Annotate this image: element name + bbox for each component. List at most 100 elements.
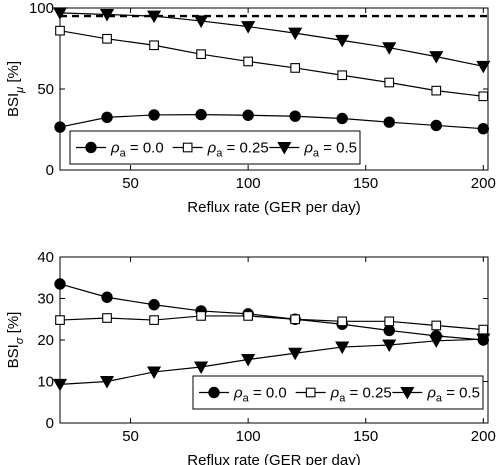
series-circle-filled (54, 278, 489, 346)
y-tick-label: 30 (37, 291, 54, 308)
y-axis-title: BSIσ [%] (5, 312, 26, 369)
data-point (149, 40, 159, 51)
series-line (59, 113, 484, 130)
data-point (384, 316, 395, 327)
legend-marker (305, 387, 316, 398)
legend-label: ρa = 0.0 (233, 385, 287, 405)
data-point (102, 33, 112, 44)
x-tick-label: 50 (122, 175, 139, 192)
y-axis-title: BSIμ [%] (5, 61, 26, 117)
legend-label: ρa = 0.0 (110, 140, 164, 160)
data-point (431, 85, 442, 96)
legend-label: ρa = 0.25 (330, 385, 392, 405)
data-point (99, 376, 115, 389)
x-axis-title: Reflux rate (GER per day) (187, 452, 360, 465)
data-point (431, 320, 442, 331)
data-point (290, 314, 301, 325)
data-point (335, 34, 350, 48)
data-point (429, 51, 444, 64)
data-point (55, 25, 65, 36)
data-point (288, 27, 303, 41)
series-line (59, 12, 484, 67)
chart-panel-1: 50 100 150 200 0 50 100 Reflux rate (GER per da… (5, 0, 496, 216)
series-line (59, 315, 484, 331)
x-axis-title: Reflux rate (GER per day) (187, 199, 360, 216)
data-point (241, 21, 256, 34)
data-point (54, 121, 66, 133)
y-tick-label: 0 (46, 415, 54, 432)
legend-marker (400, 387, 415, 400)
legend-marker (85, 141, 97, 154)
legend: ρa = 0.0 ρa = 0.25 ρa = 0.5 (69, 130, 361, 165)
data-point (55, 315, 65, 325)
series-triangle-down-filled (52, 333, 491, 392)
data-point (194, 361, 209, 374)
data-point (241, 354, 256, 367)
y-tick-label: 20 (37, 332, 54, 349)
series-triangle-down-filled (52, 7, 491, 74)
data-point (290, 63, 301, 73)
x-tick-label: 200 (471, 175, 496, 192)
y-tick-label: 100 (29, 0, 54, 17)
x-tick-label: 100 (236, 428, 261, 445)
series-line (59, 338, 484, 386)
data-point (335, 341, 350, 355)
series-circle-filled (54, 108, 489, 135)
data-point (149, 315, 159, 325)
data-point (52, 7, 68, 20)
data-point (196, 311, 206, 321)
data-point (242, 109, 254, 121)
data-point (54, 278, 66, 290)
chart-panel-2: 50 100 150 200 0 10 20 30 40 Reflux rate (GER per… (5, 249, 496, 465)
data-point (476, 333, 491, 347)
data-point (196, 49, 206, 60)
data-point (429, 335, 444, 348)
legend-marker (182, 142, 193, 153)
data-point (383, 116, 395, 128)
data-point (478, 91, 489, 102)
y-tick-label: 0 (46, 162, 54, 179)
data-point (477, 122, 489, 135)
x-tick-label: 150 (353, 175, 378, 192)
legend-marker (208, 386, 220, 399)
data-point (476, 60, 491, 74)
data-point (148, 299, 160, 311)
data-point (243, 56, 253, 67)
legend-marker (277, 142, 292, 155)
data-point (336, 112, 348, 125)
data-point (382, 339, 397, 352)
x-tick-label: 150 (353, 428, 378, 445)
legend-box (69, 130, 361, 165)
series-square-open (55, 311, 489, 335)
x-tick-label: 50 (122, 428, 139, 445)
y-tick-label: 40 (37, 249, 54, 266)
series-square-open (55, 25, 489, 102)
legend-label: ρa = 0.5 (303, 140, 357, 160)
data-point (102, 313, 112, 323)
data-point (478, 324, 489, 335)
data-point (288, 347, 303, 361)
data-point (430, 119, 442, 132)
data-point (194, 15, 209, 28)
data-point (382, 42, 397, 55)
data-point (337, 316, 348, 327)
series-line (59, 30, 484, 97)
data-point (243, 311, 253, 321)
y-tick-label: 50 (37, 81, 54, 98)
data-point (383, 324, 395, 337)
data-point (195, 108, 207, 121)
x-tick-label: 100 (236, 175, 261, 192)
data-point (148, 109, 160, 121)
data-point (99, 8, 115, 22)
data-point (101, 291, 113, 303)
y-tick-label: 10 (37, 374, 54, 391)
series-line (59, 283, 484, 341)
x-tick-label: 200 (471, 428, 496, 445)
data-point (337, 70, 348, 81)
legend-label: ρa = 0.25 (207, 140, 269, 160)
data-point (289, 110, 301, 122)
legend: ρa = 0.0 ρa = 0.25 ρa = 0.5 (192, 375, 484, 410)
data-point (147, 10, 162, 24)
data-point (384, 77, 395, 88)
